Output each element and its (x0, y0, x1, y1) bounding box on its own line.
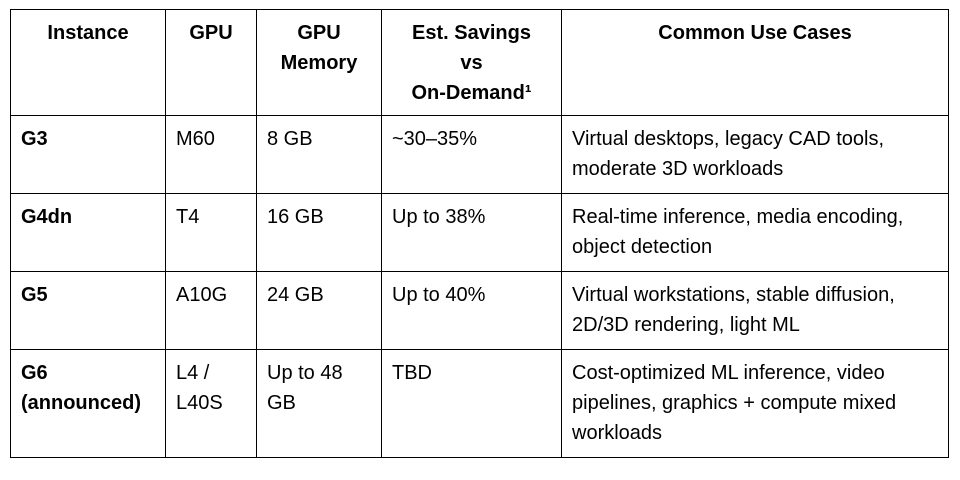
cell-use-cases: Virtual desktops, legacy CAD tools, mode… (561, 115, 949, 194)
header-est-savings-line: On-Demand¹ (411, 82, 532, 104)
cell-gpu: L4 / L40S (165, 349, 257, 458)
cell-memory-line: 16 GB (267, 206, 324, 228)
cell-instance: G4dn (10, 193, 166, 272)
cell-instance: G5 (10, 271, 166, 350)
cell-memory: 8 GB (256, 115, 382, 194)
cell-memory-line: 8 GB (267, 128, 313, 150)
cell-use-cases: Virtual workstations, stable diffusion, … (561, 271, 949, 350)
cell-use-cases-line: Real-time inference, media encoding, (572, 206, 904, 228)
cell-gpu-line: A10G (176, 284, 228, 306)
cell-savings: ~30–35% (381, 115, 562, 194)
table-row: G5 A10G 24 GB Up to 40% Virtual workstat… (10, 271, 949, 350)
cell-use-cases-line: Virtual desktops, legacy CAD tools, (572, 128, 885, 150)
cell-use-cases-line: Virtual workstations, stable diffusion, (572, 284, 895, 306)
header-gpu-memory: GPU Memory (256, 9, 382, 116)
header-est-savings: Est. Savings vs On-Demand¹ (381, 9, 562, 116)
header-common-use-cases: Common Use Cases (561, 9, 949, 116)
header-est-savings-line: vs (460, 52, 483, 74)
cell-memory: 24 GB (256, 271, 382, 350)
cell-instance: G6 (announced) (10, 349, 166, 458)
cell-use-cases-line: moderate 3D workloads (572, 158, 784, 180)
cell-instance-line: G4dn (21, 206, 73, 228)
cell-savings-value: Up to 40% (392, 284, 486, 306)
cell-instance: G3 (10, 115, 166, 194)
cell-instance-line: G5 (21, 284, 48, 306)
cell-savings: Up to 40% (381, 271, 562, 350)
cell-use-cases-line: Cost-optimized ML inference, video (572, 362, 885, 384)
cell-gpu-line: M60 (176, 128, 215, 150)
cell-memory-line: Up to 48 (267, 362, 343, 384)
header-gpu-label: GPU (189, 22, 233, 44)
cell-gpu-line: T4 (176, 206, 200, 228)
cell-savings: Up to 38% (381, 193, 562, 272)
table-row: G6 (announced) L4 / L40S Up to 48 GB TBD… (10, 349, 949, 458)
header-gpu: GPU (165, 9, 257, 116)
gpu-instance-table: Instance GPU GPU Memory Est. Savings vs … (10, 9, 949, 458)
table-header-row: Instance GPU GPU Memory Est. Savings vs … (10, 9, 949, 116)
cell-use-cases-line: pipelines, graphics + compute mixed (572, 392, 897, 414)
cell-gpu: T4 (165, 193, 257, 272)
table-row: G3 M60 8 GB ~30–35% Virtual desktops, le… (10, 115, 949, 194)
cell-savings: TBD (381, 349, 562, 458)
cell-instance-line: G6 (21, 362, 48, 384)
header-instance-label: Instance (47, 22, 129, 44)
cell-use-cases-line: object detection (572, 236, 713, 258)
cell-use-cases: Cost-optimized ML inference, video pipel… (561, 349, 949, 458)
header-est-savings-line: Est. Savings (412, 22, 531, 44)
cell-savings-value: TBD (392, 362, 432, 384)
cell-memory: Up to 48 GB (256, 349, 382, 458)
cell-gpu-line: L40S (176, 392, 223, 414)
header-gpu-memory-line: Memory (280, 52, 358, 74)
cell-instance-line: (announced) (21, 392, 141, 414)
cell-gpu: M60 (165, 115, 257, 194)
cell-use-cases-line: workloads (572, 422, 663, 444)
header-instance: Instance (10, 9, 166, 116)
header-use-cases-label: Common Use Cases (658, 22, 852, 44)
cell-gpu-line: L4 / (176, 362, 210, 384)
cell-memory: 16 GB (256, 193, 382, 272)
cell-savings-value: ~30–35% (392, 128, 478, 150)
cell-savings-value: Up to 38% (392, 206, 486, 228)
cell-instance-line: G3 (21, 128, 48, 150)
cell-memory-line: GB (267, 392, 296, 414)
header-gpu-memory-line: GPU (297, 22, 341, 44)
cell-memory-line: 24 GB (267, 284, 324, 306)
table-row: G4dn T4 16 GB Up to 38% Real-time infere… (10, 193, 949, 272)
cell-use-cases: Real-time inference, media encoding, obj… (561, 193, 949, 272)
cell-gpu: A10G (165, 271, 257, 350)
cell-use-cases-line: 2D/3D rendering, light ML (572, 314, 800, 336)
